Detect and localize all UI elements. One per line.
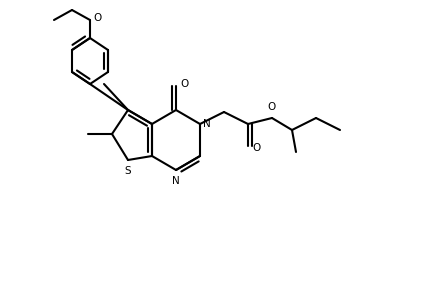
Text: O: O xyxy=(180,79,188,89)
Text: O: O xyxy=(252,143,260,153)
Text: N: N xyxy=(172,176,180,186)
Text: O: O xyxy=(93,13,101,23)
Text: O: O xyxy=(268,102,276,112)
Text: S: S xyxy=(125,166,131,176)
Text: N: N xyxy=(203,119,211,129)
